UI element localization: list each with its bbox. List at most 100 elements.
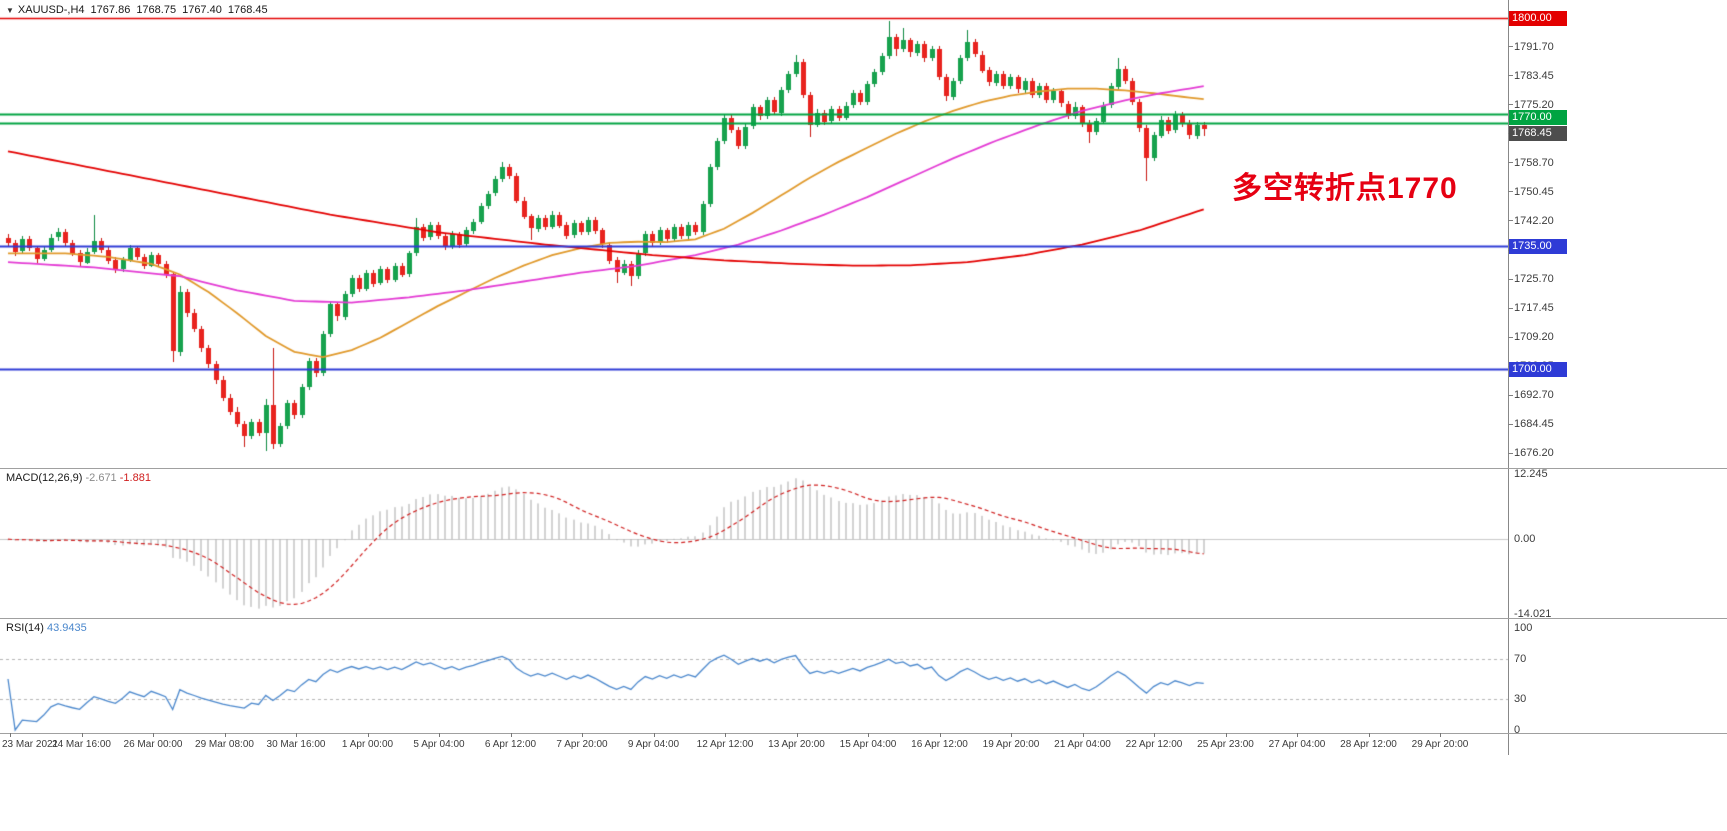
price-badge-1770.00: 1770.00	[1509, 110, 1567, 126]
time-axis-label: 24 Mar 16:00	[52, 739, 111, 750]
time-axis-tickmark	[868, 733, 869, 737]
price-axis-tickmark	[1508, 162, 1513, 164]
price-tick-label: 1676.20	[1514, 447, 1554, 460]
price-badge-1768.45: 1768.45	[1509, 125, 1567, 141]
price-axis-tickmark	[1508, 307, 1513, 309]
price-tick-label: 1791.70	[1514, 40, 1554, 53]
time-axis-label: 16 Apr 12:00	[911, 739, 968, 750]
time-axis-tickmark	[725, 733, 726, 737]
price-tick-label: 1783.45	[1514, 69, 1554, 82]
time-axis-label: 23 Mar 2021	[2, 739, 59, 750]
price-axis-tickmark	[1508, 423, 1513, 425]
time-axis-tickmark	[153, 733, 154, 737]
time-axis-label: 19 Apr 20:00	[982, 739, 1040, 750]
price-badge-1700.00: 1700.00	[1509, 362, 1567, 378]
chart-annotation-text: 多空转折点1770	[1232, 172, 1458, 205]
macd-indicator-header: MACD(12,26,9) -2.671 -1.881	[6, 472, 151, 484]
rsi-label: RSI(14)	[6, 622, 44, 634]
time-axis-label: 13 Apr 20:00	[768, 739, 825, 750]
time-axis-label: 22 Apr 12:00	[1125, 739, 1183, 750]
price-tick-label: 1717.45	[1514, 302, 1554, 315]
rsi-indicator-header: RSI(14) 43.9435	[6, 622, 87, 634]
symbol-marker-icon: ▼	[6, 6, 14, 15]
time-axis-label: 26 Mar 00:00	[123, 739, 183, 750]
time-axis-tickmark	[1082, 733, 1084, 737]
time-axis-tickmark	[939, 733, 941, 737]
time-axis-label: 28 Apr 12:00	[1340, 739, 1397, 750]
ohlc-low: 1767.40	[182, 4, 222, 16]
price-axis-tickmark	[1508, 46, 1513, 48]
time-axis-tickmark	[439, 733, 440, 737]
ohlc-high: 1768.75	[136, 4, 177, 16]
price-chart-canvas[interactable]	[0, 0, 1508, 468]
price-tick-label: 1742.20	[1514, 214, 1554, 227]
time-axis-label: 12 Apr 12:00	[696, 739, 754, 750]
price-axis-tickmark	[1508, 452, 1513, 454]
time-axis-tickmark	[510, 733, 512, 737]
rsi-scale-label: 0	[1514, 724, 1521, 736]
macd-scale-label: -14.021	[1514, 607, 1552, 620]
price-tick-label: 1758.70	[1514, 156, 1554, 169]
price-axis-tickmark	[1508, 191, 1513, 193]
rsi-value: 43.9435	[46, 622, 87, 634]
macd-indicator-canvas[interactable]	[0, 470, 1508, 618]
time-axis-label: 9 Apr 04:00	[627, 739, 680, 750]
time-axis-tickmark	[81, 733, 83, 737]
time-axis-label: 21 Apr 04:00	[1054, 739, 1111, 750]
ohlc-close: 1768.45	[227, 4, 268, 16]
time-axis-label: 5 Apr 04:00	[413, 739, 465, 750]
time-axis-tickmark	[582, 733, 583, 737]
time-axis-tickmark	[1011, 733, 1012, 737]
time-axis-tickmark	[296, 733, 297, 737]
time-axis-tickmark	[1440, 733, 1441, 737]
price-badge-1735.00: 1735.00	[1509, 239, 1567, 255]
price-axis-tickmark	[1508, 104, 1513, 106]
time-axis-label: 30 Mar 16:00	[266, 739, 326, 750]
price-tick-label: 1750.45	[1514, 185, 1554, 198]
macd-label: MACD(12,26,9)	[6, 472, 83, 484]
time-axis-label: 25 Apr 23:00	[1197, 739, 1254, 750]
time-axis-label: 1 Apr 00:00	[341, 739, 394, 750]
pane-divider-macd-rsi[interactable]	[0, 618, 1727, 619]
rsi-scale-label: 70	[1514, 652, 1527, 665]
price-axis-tickmark	[1508, 75, 1513, 77]
symbol-ohlc-header: ▼ XAUUSD-,H4 1767.86 1768.75 1767.40 1768.45	[6, 4, 274, 16]
rsi-indicator-canvas[interactable]	[0, 620, 1508, 733]
pane-divider-price-macd[interactable]	[0, 468, 1727, 469]
macd-signal-value: -1.881	[119, 472, 151, 484]
price-badge-1800.00: 1800.00	[1509, 10, 1567, 26]
rsi-scale-label: 30	[1514, 693, 1527, 706]
symbol-period-label: XAUUSD-,H4	[17, 4, 85, 16]
time-axis-tickmark	[10, 733, 11, 737]
price-tick-label: 1725.70	[1514, 273, 1554, 286]
time-axis-tickmark	[1368, 733, 1370, 737]
time-axis-tickmark	[1225, 733, 1227, 737]
time-axis-label: 29 Mar 08:00	[195, 739, 254, 750]
ohlc-open: 1767.86	[90, 4, 131, 16]
time-axis-tickmark	[796, 733, 798, 737]
price-axis-tickmark	[1508, 336, 1513, 338]
time-axis-label: 15 Apr 04:00	[839, 739, 897, 750]
time-axis-tickmark	[653, 733, 655, 737]
price-tick-label: 1684.45	[1514, 418, 1554, 431]
time-axis-label: 6 Apr 12:00	[484, 739, 537, 750]
macd-scale-label: 0.00	[1514, 533, 1536, 546]
price-axis-tickmark	[1508, 278, 1513, 280]
time-axis-label: 29 Apr 20:00	[1411, 739, 1469, 750]
time-axis-tickmark	[1154, 733, 1155, 737]
price-axis-tickmark	[1508, 220, 1513, 222]
time-axis-label: 27 Apr 04:00	[1268, 739, 1326, 750]
price-tick-label: 1709.20	[1514, 331, 1554, 344]
price-axis-tickmark	[1508, 394, 1513, 396]
macd-scale-label: 12.245	[1514, 468, 1548, 481]
time-axis-tickmark	[224, 733, 226, 737]
time-axis-label: 7 Apr 20:00	[556, 739, 608, 750]
pane-divider-rsi-timeaxis[interactable]	[0, 733, 1727, 734]
macd-main-value: -2.671	[85, 472, 117, 484]
time-axis-tickmark	[367, 733, 369, 737]
price-tick-label: 1692.70	[1514, 389, 1554, 402]
price-axis-separator	[1508, 0, 1509, 755]
time-axis-tickmark	[1297, 733, 1298, 737]
rsi-scale-label: 100	[1514, 622, 1533, 634]
